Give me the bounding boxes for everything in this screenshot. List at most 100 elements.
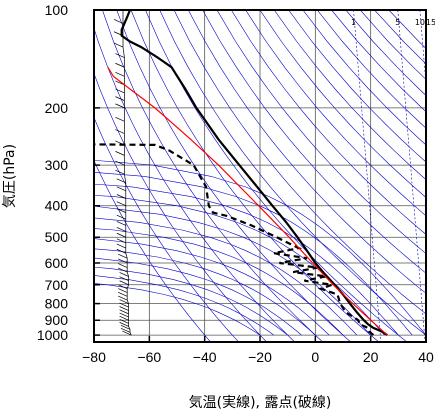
dry-adiabat-line [130, 10, 380, 342]
x-tick-label: −40 [193, 349, 217, 365]
dewpoint-line [94, 143, 375, 336]
wind-barb [116, 208, 126, 213]
wind-barb [115, 160, 125, 166]
x-tick-label: 0 [311, 349, 319, 365]
wind-barb [115, 62, 125, 68]
moist-adiabat-line [94, 228, 344, 336]
moist-adiabat-line [94, 217, 358, 336]
wind-barb [118, 263, 128, 268]
wind-barb [116, 232, 126, 238]
wind-barb [116, 221, 126, 226]
wind-barb [119, 272, 129, 277]
wind-barb [119, 309, 129, 315]
wind-barb [120, 327, 131, 333]
moist-adiabat-line [94, 275, 274, 336]
wind-barb [113, 42, 124, 48]
mixing-ratio-line [397, 10, 426, 342]
y-tick-label: 900 [45, 312, 69, 328]
wind-barb [116, 227, 126, 232]
y-tick-label: 500 [45, 229, 69, 245]
x-tick-label: −80 [82, 349, 106, 365]
wind-barb [116, 194, 126, 199]
dry-adiabat-line [94, 116, 239, 342]
wind-barb [118, 284, 128, 290]
mixing-ratio-lines [353, 10, 426, 342]
wind-barb [119, 276, 129, 281]
dry-adiabat-line [231, 10, 426, 235]
wind-barb [113, 19, 124, 24]
wind-barb [119, 322, 129, 327]
dry-adiabat-line [216, 10, 426, 254]
mixing-ratio-label: 5 [395, 18, 400, 27]
x-tick-label: 40 [418, 349, 434, 365]
mixing-ratio-line [353, 10, 382, 342]
dry-adiabat-line [94, 159, 211, 342]
y-tick-label: 100 [45, 2, 69, 18]
wind-barb [115, 53, 125, 58]
moist-adiabat-line [94, 248, 316, 336]
wind-barb [118, 295, 128, 301]
sounding-series [94, 10, 388, 337]
dry-adiabat-line [102, 10, 323, 342]
wind-barb [116, 214, 126, 220]
mixing-ratio-label: 1 [351, 18, 356, 27]
wind-barb [119, 306, 129, 311]
wind-barb [118, 258, 128, 264]
dry-adiabat-line [173, 10, 426, 315]
wind-barb [115, 169, 125, 175]
wind-barb [116, 248, 126, 254]
x-tick-label: −20 [248, 349, 272, 365]
wind-barb [115, 96, 125, 101]
wind-barb [115, 151, 125, 156]
dry-adiabat-line [202, 10, 426, 274]
y-tick-label: 400 [45, 198, 69, 214]
wind-barb [119, 302, 129, 308]
dry-adiabat-line [288, 10, 426, 163]
temperature-line [120, 10, 388, 337]
wind-barb [118, 288, 128, 293]
y-axis-title: 気圧(hPa) [2, 144, 18, 208]
wind-barb [116, 243, 126, 249]
axis-ticks: −80 −60 −40 −20 0 20 40 100 200 300 400 500 600 700 80… [37, 2, 434, 365]
wind-barb [122, 330, 132, 336]
y-tick-label: 300 [45, 157, 69, 173]
x-tick-label: −60 [137, 349, 161, 365]
wind-barb [116, 186, 126, 192]
dry-adiabat-line [245, 10, 426, 217]
y-tick-label: 800 [45, 296, 69, 312]
parcel-line [107, 66, 388, 336]
dry-adiabat-line [188, 10, 426, 294]
wind-barb [115, 129, 125, 134]
dry-adiabat-line [159, 10, 426, 336]
y-tick-label: 600 [45, 255, 69, 271]
wind-barb [119, 312, 129, 318]
x-axis-title: 気温(実線), 露点(破線) [189, 395, 332, 411]
wind-barb [115, 72, 125, 77]
wind-barb [118, 267, 128, 273]
wind-barb [118, 292, 128, 297]
wind-barb [115, 103, 125, 109]
dry-adiabat-line [273, 10, 426, 181]
dry-adiabat-line [259, 10, 426, 198]
wind-barb [119, 299, 129, 304]
mixing-ratio-label: 15 [426, 18, 435, 27]
y-tick-label: 1000 [37, 327, 68, 343]
wind-barb [116, 201, 126, 207]
mixing-ratio-label: 10 [415, 18, 425, 27]
y-tick-label: 200 [45, 100, 69, 116]
wind-barb [115, 88, 125, 94]
wind-barb [116, 238, 126, 244]
wind-barb [115, 117, 125, 122]
dry-adiabat-line [302, 10, 426, 146]
x-tick-label: 20 [363, 349, 379, 365]
wind-barb [116, 178, 126, 184]
wind-barb [118, 253, 128, 259]
adiabat-lines [94, 10, 426, 342]
wind-barb [119, 319, 129, 324]
wind-barb [119, 315, 129, 321]
y-tick-label: 700 [45, 277, 69, 293]
dry-adiabat-line [116, 10, 351, 342]
wind-barb [120, 325, 131, 330]
wind-barb [119, 280, 129, 286]
